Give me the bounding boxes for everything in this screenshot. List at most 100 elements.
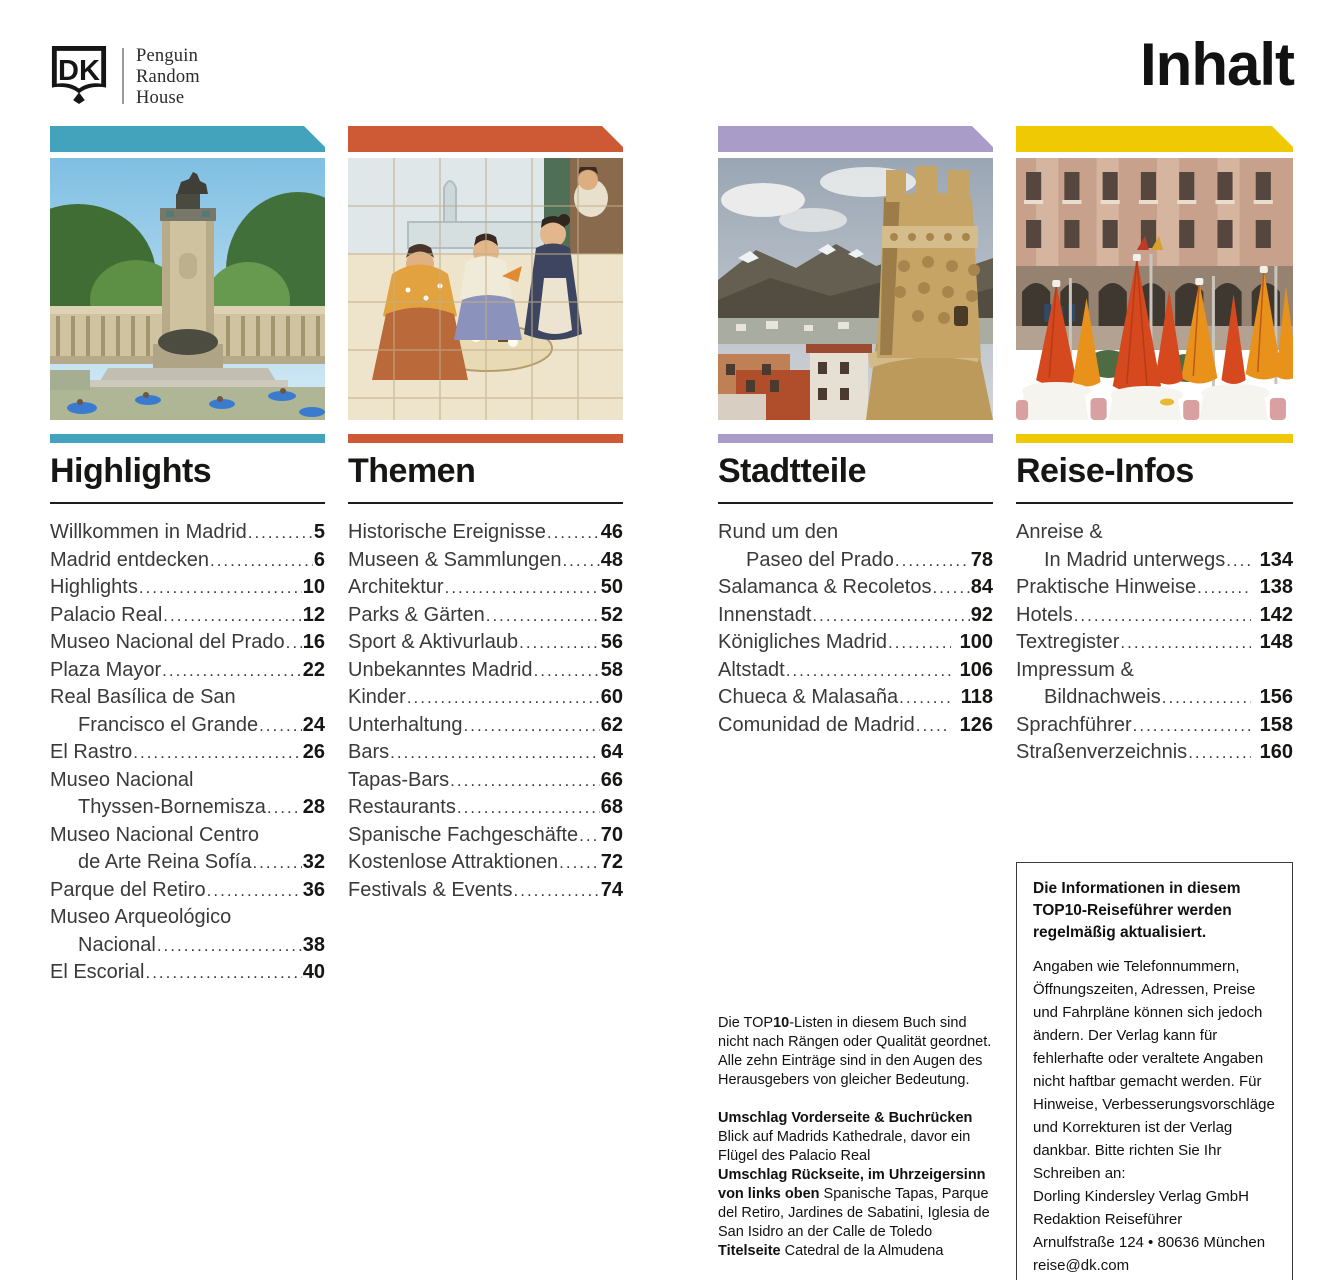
toc-entry: Comunidad de Madrid.....................… bbox=[718, 712, 993, 740]
dotted-leader: ........................................… bbox=[1132, 715, 1251, 735]
column-highlights: Highlights Willkommen in Madrid.........… bbox=[50, 126, 325, 987]
dotted-leader: ........................................… bbox=[562, 550, 599, 570]
toc-entry: El Escorial.............................… bbox=[50, 959, 325, 987]
dotted-leader: ........................................… bbox=[785, 660, 951, 680]
toc-entry-label: Königliches Madrid bbox=[718, 631, 887, 653]
dotted-leader: ........................................… bbox=[206, 880, 302, 900]
toc-entry-page-number: 50 bbox=[600, 576, 623, 598]
toc-entry-first-line: Real Basílica de San bbox=[50, 686, 236, 708]
dotted-leader: ........................................… bbox=[533, 660, 600, 680]
toc-entry-first-line: Impressum & bbox=[1016, 658, 1134, 681]
section-title: Themen bbox=[348, 452, 476, 490]
dotted-leader: ........................................… bbox=[1197, 578, 1251, 597]
toc-entry: Highlights..............................… bbox=[50, 574, 325, 602]
dotted-leader: ........................................… bbox=[247, 523, 313, 542]
column-stadtteile: Stadtteile Rund um den Paseo del Prado...… bbox=[718, 126, 993, 739]
toc-entry-label: Palacio Real bbox=[50, 603, 163, 626]
toc-entry: Altstadt................................… bbox=[718, 657, 993, 685]
dotted-leader: ........................................… bbox=[559, 853, 600, 872]
toc-entry-page-number: 36 bbox=[302, 878, 325, 901]
toc-entry: Anreise & In Madrid unterwegs............… bbox=[1016, 519, 1293, 574]
toc-entry-label: Highlights bbox=[50, 576, 138, 598]
toc-entry-page-number: 84 bbox=[970, 576, 993, 598]
toc-entry: Innenstadt..............................… bbox=[718, 602, 993, 630]
toc-entry-page-number: 26 bbox=[302, 741, 325, 763]
info-box-body: Angaben wie Telefonnummern, Öffnungszeit… bbox=[1033, 958, 1275, 1274]
toc-entry-first-line: Museo Nacional Centro bbox=[50, 823, 259, 846]
toc-entry-page-number: 12 bbox=[302, 603, 325, 626]
toc-entry-label: Praktische Hinweise bbox=[1016, 576, 1197, 598]
dotted-leader: ........................................… bbox=[894, 550, 970, 570]
toc-entry-page-number: 6 bbox=[313, 548, 325, 571]
toc-entry: Madrid entdecken........................… bbox=[50, 547, 325, 575]
dotted-leader: ........................................… bbox=[546, 523, 600, 542]
toc-list: Rund um den Paseo del Prado..............… bbox=[718, 519, 993, 739]
section-rule bbox=[348, 502, 623, 504]
toc-entry-page-number: 74 bbox=[600, 878, 623, 901]
toc-entry-label: Museo Nacional del Prado bbox=[50, 631, 285, 653]
toc-entry-label: Kostenlose Attraktionen bbox=[348, 851, 559, 873]
toc-list: Willkommen in Madrid....................… bbox=[50, 519, 325, 987]
toc-entry-label: Willkommen in Madrid bbox=[50, 521, 247, 543]
toc-entry-label: Restaurants bbox=[348, 796, 456, 818]
toc-entry-label: Innenstadt bbox=[718, 603, 812, 626]
section-rule bbox=[1016, 502, 1293, 504]
toc-entry: Willkommen in Madrid....................… bbox=[50, 519, 325, 547]
toc-entry: Tapas-Bars..............................… bbox=[348, 767, 623, 795]
toc-list: Historische Ereignisse..................… bbox=[348, 519, 623, 904]
brand-divider bbox=[122, 48, 124, 104]
toc-entry-page-number: 56 bbox=[600, 631, 623, 653]
toc-entry-page-number: 60 bbox=[600, 686, 623, 708]
toc-entry: Parque del Retiro.......................… bbox=[50, 877, 325, 905]
dk-logo-icon: DK bbox=[51, 46, 107, 104]
dotted-leader: ........................................… bbox=[390, 743, 600, 762]
dotted-leader: ........................................… bbox=[519, 633, 600, 652]
toc-entry-label: Straßenverzeichnis bbox=[1016, 741, 1188, 763]
toc-entry-label: Paseo del Prado bbox=[746, 548, 894, 571]
section-color-bar bbox=[50, 434, 325, 443]
toc-list: Anreise & In Madrid unterwegs............… bbox=[1016, 519, 1293, 767]
dotted-leader: ........................................… bbox=[163, 605, 302, 625]
toc-entry-page-number: 48 bbox=[600, 548, 623, 571]
toc-entry-page-number: 52 bbox=[600, 603, 623, 626]
toc-entry-label: Francisco el Grande bbox=[78, 713, 259, 736]
toc-entry-label: Spanische Fachgeschäfte bbox=[348, 823, 579, 846]
toc-entry-page-number: 106 bbox=[959, 658, 993, 681]
section-title: Stadtteile bbox=[718, 452, 867, 490]
toc-entry: Parks & Gärten..........................… bbox=[348, 602, 623, 630]
toc-entry-label: Historische Ereignisse bbox=[348, 521, 546, 543]
toc-entry: Kinder..................................… bbox=[348, 684, 623, 712]
toc-entry: Salamanca & Recoletos...................… bbox=[718, 574, 993, 602]
toc-entry-page-number: 24 bbox=[302, 713, 325, 736]
toc-entry-label: Altstadt bbox=[718, 658, 785, 681]
dotted-leader: ........................................… bbox=[1161, 688, 1251, 707]
toc-entry-page-number: 118 bbox=[960, 686, 993, 708]
toc-entry-label: El Escorial bbox=[50, 961, 145, 983]
column-reise-infos: Reise-Infos Anreise & In Madrid unterwegs… bbox=[1016, 126, 1293, 767]
toc-entry: El Rastro...............................… bbox=[50, 739, 325, 767]
toc-entry-label: Sport & Aktivurlaub bbox=[348, 631, 519, 653]
dotted-leader: ........................................… bbox=[252, 853, 301, 872]
toc-entry-page-number: 16 bbox=[302, 631, 325, 653]
toc-entry-page-number: 58 bbox=[600, 658, 623, 681]
toc-entry: Restaurants.............................… bbox=[348, 794, 623, 822]
toc-entry-label: Hotels bbox=[1016, 603, 1073, 626]
toc-entry-label: Unterhaltung bbox=[348, 713, 463, 736]
dotted-leader: ........................................… bbox=[209, 550, 313, 570]
toc-entry: Museo Arqueológico Nacional..............… bbox=[50, 904, 325, 959]
toc-entry-first-line: Anreise & bbox=[1016, 521, 1103, 543]
toc-entry-label: Architektur bbox=[348, 576, 444, 598]
toc-entry-page-number: 68 bbox=[600, 796, 623, 818]
toc-entry-label: Salamanca & Recoletos bbox=[718, 576, 932, 598]
toc-entry: Museo Nacional Thyssen-Bornemisza........… bbox=[50, 767, 325, 822]
toc-entry-label: Chueca & Malasaña bbox=[718, 686, 899, 708]
section-tab bbox=[1016, 126, 1293, 152]
toc-entry: Unterhaltung............................… bbox=[348, 712, 623, 740]
dotted-leader: ........................................… bbox=[932, 578, 969, 597]
dotted-leader: ........................................… bbox=[485, 605, 600, 625]
toc-entry-label: Madrid entdecken bbox=[50, 548, 209, 571]
publisher-brand: DK Penguin Random House bbox=[50, 44, 200, 109]
toc-entry-page-number: 32 bbox=[302, 851, 325, 873]
toc-entry: Chueca & Malasaña.......................… bbox=[718, 684, 993, 712]
toc-entry-label: Comunidad de Madrid bbox=[718, 713, 915, 736]
